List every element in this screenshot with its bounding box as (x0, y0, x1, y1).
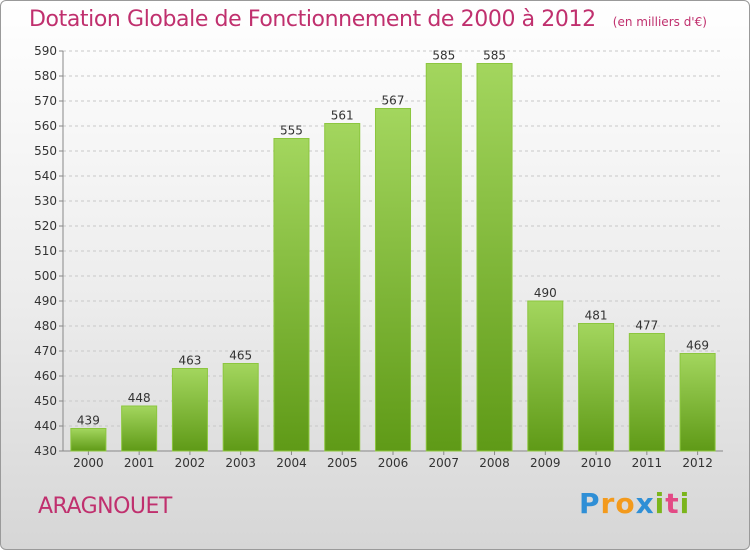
x-tick-label: 2007 (428, 456, 459, 470)
x-tick-label: 2011 (632, 456, 663, 470)
y-tick-label: 490 (34, 294, 57, 308)
chart-title-block: Dotation Globale de Fonctionnement de 20… (29, 7, 707, 32)
y-tick-label: 590 (34, 44, 57, 58)
x-tick-label: 2006 (378, 456, 409, 470)
bar-value-label: 469 (686, 339, 709, 353)
x-tick-label: 2004 (276, 456, 307, 470)
x-tick-label: 2000 (73, 456, 104, 470)
bar (476, 63, 513, 452)
bar (374, 108, 412, 452)
bar-value-label: 448 (128, 391, 151, 405)
y-tick-label: 480 (34, 319, 57, 333)
x-tick-label: 2005 (327, 456, 358, 470)
bar-chart: 430 440 450 460 470 480 490 500 510 520 530 540 550 5… (34, 44, 723, 470)
y-tick-label: 440 (34, 419, 57, 433)
bar-value-label: 481 (585, 309, 608, 323)
y-tick-label: 570 (34, 94, 57, 108)
commune-name: ARAGNOUET (38, 494, 172, 519)
bar-value-label: 465 (229, 349, 252, 363)
bar-value-label: 567 (382, 94, 405, 108)
chart-unit: (en milliers d'€) (612, 15, 707, 29)
bar-value-label: 463 (178, 354, 201, 368)
y-tick-label: 460 (34, 369, 57, 383)
bar (171, 368, 208, 452)
bar-value-label: 555 (280, 124, 303, 138)
y-tick-label: 550 (34, 144, 57, 158)
bar (527, 300, 564, 452)
x-tick-label: 2003 (225, 456, 256, 470)
bar (578, 323, 615, 452)
y-tick-label: 470 (34, 344, 57, 358)
label-layer: 430 440 450 460 470 480 490 500 510 520 530 540 550 5… (34, 44, 713, 470)
bar (273, 138, 310, 452)
x-tick-label: 2010 (581, 456, 612, 470)
bar (222, 363, 259, 452)
bar-value-label: 585 (483, 49, 506, 63)
x-tick-label: 2002 (175, 456, 206, 470)
bar-value-label: 561 (331, 109, 354, 123)
y-tick-label: 520 (34, 219, 57, 233)
bar (679, 353, 716, 452)
y-tick-label: 530 (34, 194, 57, 208)
y-tick-label: 450 (34, 394, 57, 408)
bar-value-label: 490 (534, 286, 557, 300)
y-tick-label: 500 (34, 269, 57, 283)
bar-value-label: 585 (432, 49, 455, 63)
bar (628, 333, 665, 452)
proxiti-logo: Proxiti (579, 487, 691, 520)
bar (70, 428, 107, 452)
bar-value-label: 439 (77, 414, 100, 428)
y-tick-label: 540 (34, 169, 57, 183)
x-tick-label: 2008 (479, 456, 510, 470)
y-tick-label: 430 (34, 444, 57, 458)
y-tick-label: 560 (34, 119, 57, 133)
x-tick-label: 2001 (124, 456, 155, 470)
chart-title: Dotation Globale de Fonctionnement de 20… (29, 7, 596, 32)
bar-layer (70, 63, 716, 452)
y-tick-label: 580 (34, 69, 57, 83)
bar (324, 123, 361, 452)
bar (121, 405, 158, 452)
bar (425, 63, 462, 452)
x-tick-label: 2012 (682, 456, 713, 470)
y-tick-label: 510 (34, 244, 57, 258)
x-tick-label: 2009 (530, 456, 561, 470)
bar-value-label: 477 (635, 319, 658, 333)
